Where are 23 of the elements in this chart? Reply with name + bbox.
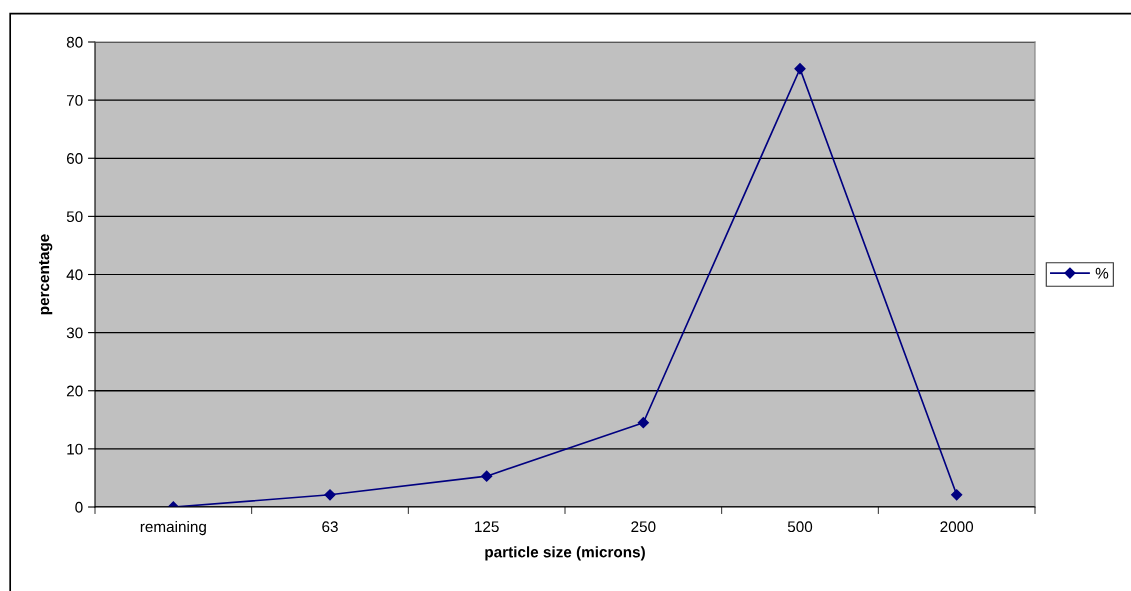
x-tick-label: 250: [631, 521, 656, 533]
x-tick-label: 125: [475, 521, 499, 533]
point: [637, 417, 649, 429]
y-tick-label: 50: [66, 211, 83, 223]
point: [324, 489, 336, 501]
y-tick-label: 10: [67, 443, 83, 455]
x-tick-label: remaining: [140, 520, 206, 536]
x-tick-label: 500: [787, 521, 813, 533]
y-tick-label: 40: [66, 269, 83, 281]
y-tick-label: 80: [66, 36, 83, 48]
point: [951, 489, 963, 501]
y-tick-label: 20: [66, 385, 83, 397]
y-tick-label: 0: [75, 501, 83, 513]
x-tick-label: 63: [322, 521, 338, 533]
y-tick-label: 60: [66, 153, 83, 164]
legend-label: %: [1095, 267, 1109, 279]
point: [794, 63, 806, 75]
point: [481, 470, 493, 482]
y-tick-label: 70: [66, 94, 83, 106]
y-tick-label: 30: [66, 327, 83, 339]
x-axis-title: particle size (microns): [485, 546, 645, 561]
x-tick-label: 2000: [940, 521, 974, 533]
y-axis-title: percentage: [39, 234, 53, 315]
